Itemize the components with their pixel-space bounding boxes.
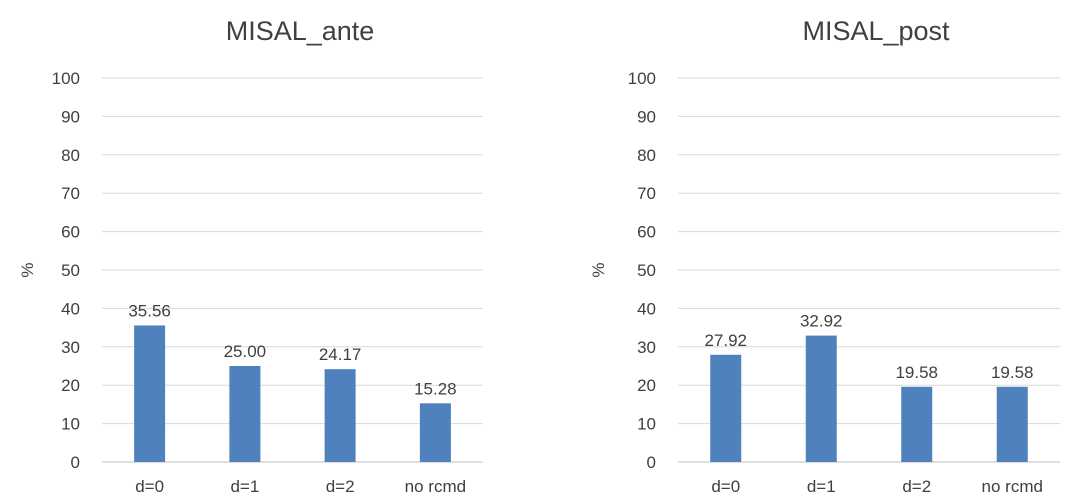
x-category-label: no rcmd — [405, 477, 466, 496]
y-tick-label: 80 — [61, 146, 80, 165]
y-tick-label: 10 — [637, 415, 656, 434]
bar-d-1 — [805, 335, 837, 462]
chart-title: MISAL_ante — [226, 16, 375, 46]
y-tick-label: 30 — [61, 338, 80, 357]
x-category-label: no rcmd — [982, 477, 1043, 496]
bar-d-0 — [134, 325, 166, 462]
data-label: 35.56 — [128, 301, 171, 320]
y-tick-label: 30 — [637, 338, 656, 357]
y-tick-label: 20 — [61, 376, 80, 395]
y-tick-label: 70 — [61, 184, 80, 203]
y-tick-label: 40 — [61, 299, 80, 318]
bar-d-0 — [710, 354, 742, 462]
data-label: 15.28 — [414, 379, 457, 398]
y-tick-label: 90 — [61, 107, 80, 126]
y-tick-label: 60 — [61, 223, 80, 242]
y-tick-label: 40 — [637, 299, 656, 318]
x-category-label: d=0 — [135, 477, 164, 496]
data-label: 24.17 — [319, 345, 362, 364]
data-label: 25.00 — [224, 342, 267, 361]
y-tick-label: 100 — [628, 69, 656, 88]
x-category-label: d=1 — [230, 477, 259, 496]
y-tick-label: 60 — [637, 223, 656, 242]
bar-no-rcmd — [996, 386, 1028, 462]
x-category-label: d=1 — [807, 477, 836, 496]
data-label: 19.58 — [991, 363, 1034, 382]
x-category-label: d=0 — [711, 477, 740, 496]
bar-d-2 — [901, 386, 933, 462]
y-axis-label: % — [589, 262, 608, 277]
bar-no-rcmd — [419, 403, 451, 462]
y-tick-label: 80 — [637, 146, 656, 165]
y-tick-label: 90 — [637, 107, 656, 126]
y-tick-label: 50 — [637, 261, 656, 280]
chart-title: MISAL_post — [802, 16, 950, 46]
data-label: 32.92 — [800, 312, 843, 331]
bar-d-2 — [324, 369, 356, 462]
x-category-label: d=2 — [902, 477, 931, 496]
bar-d-1 — [229, 366, 261, 462]
data-label: 27.92 — [704, 331, 747, 350]
y-tick-label: 100 — [52, 69, 80, 88]
y-tick-label: 0 — [71, 453, 80, 472]
x-category-label: d=2 — [326, 477, 355, 496]
y-tick-label: 20 — [637, 376, 656, 395]
y-tick-label: 50 — [61, 261, 80, 280]
y-tick-label: 70 — [637, 184, 656, 203]
y-axis-label: % — [18, 262, 37, 277]
y-tick-label: 10 — [61, 415, 80, 434]
y-tick-label: 0 — [647, 453, 656, 472]
data-label: 19.58 — [895, 363, 938, 382]
